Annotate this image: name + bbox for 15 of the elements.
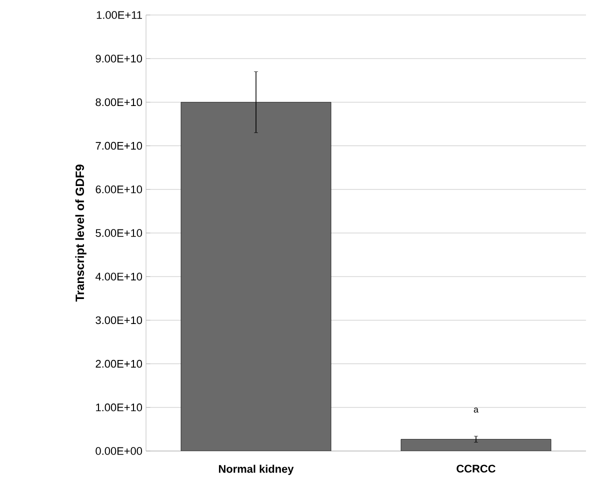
- y-tick-label: 3.00E+10: [96, 316, 142, 324]
- y-tick-label: 9.00E+10: [96, 54, 142, 62]
- x-tick-label: Normal kidney: [218, 464, 294, 475]
- annotation: a: [474, 408, 478, 413]
- y-tick-label: 8.00E+10: [96, 98, 142, 106]
- y-tick-label: 5.00E+10: [96, 229, 142, 237]
- y-axis-title: Transcript level of GDF9: [75, 164, 86, 302]
- x-tick-label: CCRCC: [456, 464, 496, 473]
- y-tick-label: 0.00E+00: [96, 447, 142, 455]
- y-tick-label: 1.00E+10: [96, 404, 142, 412]
- y-tick-label: 7.00E+10: [96, 142, 142, 150]
- y-tick-label: 6.00E+10: [96, 186, 142, 194]
- y-tick-label: 4.00E+10: [96, 272, 142, 280]
- y-tick-label: 1.00E+11: [96, 11, 142, 19]
- y-tick-label: 2.00E+10: [96, 360, 142, 368]
